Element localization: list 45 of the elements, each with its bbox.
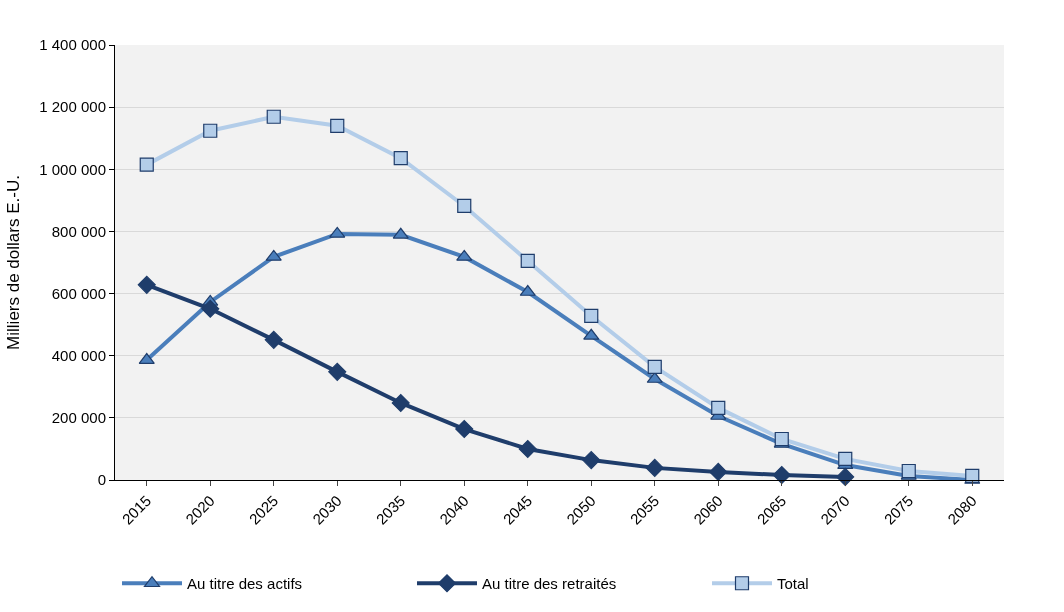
point	[582, 451, 601, 470]
y-tick-label: 600 000	[51, 284, 106, 302]
point	[201, 299, 220, 318]
point	[265, 249, 282, 261]
point	[455, 419, 474, 439]
point	[838, 451, 853, 466]
y-axis-title: Milliers de dollars E.-U.	[3, 175, 23, 350]
point	[836, 467, 855, 486]
point	[519, 284, 536, 296]
legend-label: Total	[777, 575, 809, 593]
point	[203, 123, 218, 138]
point	[965, 468, 980, 484]
point	[456, 249, 473, 261]
y-tick-label: 1 200 000	[39, 98, 106, 116]
y-tick-label: 1 400 000	[39, 36, 106, 54]
legend-label: Au titre des retraités	[482, 575, 617, 593]
point	[583, 328, 600, 340]
point	[137, 275, 156, 294]
point	[264, 330, 283, 349]
point	[520, 253, 535, 269]
y-tick-label: 200 000	[51, 409, 106, 427]
point	[330, 118, 345, 133]
point	[457, 198, 472, 214]
point	[774, 431, 789, 447]
point	[329, 226, 346, 238]
point	[772, 465, 791, 485]
y-tick-label: 800 000	[51, 222, 106, 240]
y-tick-label: 400 000	[51, 346, 106, 364]
point	[266, 109, 281, 124]
legend-label: Au titre des actifs	[187, 575, 303, 593]
y-tick-label: 0	[97, 471, 106, 489]
point	[391, 393, 410, 412]
point	[584, 308, 599, 324]
point	[645, 458, 664, 477]
point	[709, 462, 728, 481]
point	[647, 359, 662, 374]
point	[901, 463, 916, 479]
point	[139, 157, 154, 172]
point	[393, 151, 408, 166]
point	[328, 362, 347, 381]
point	[138, 352, 155, 364]
point	[518, 439, 537, 458]
point	[392, 227, 409, 239]
point	[711, 400, 726, 416]
y-tick-label: 1 000 000	[39, 160, 106, 178]
